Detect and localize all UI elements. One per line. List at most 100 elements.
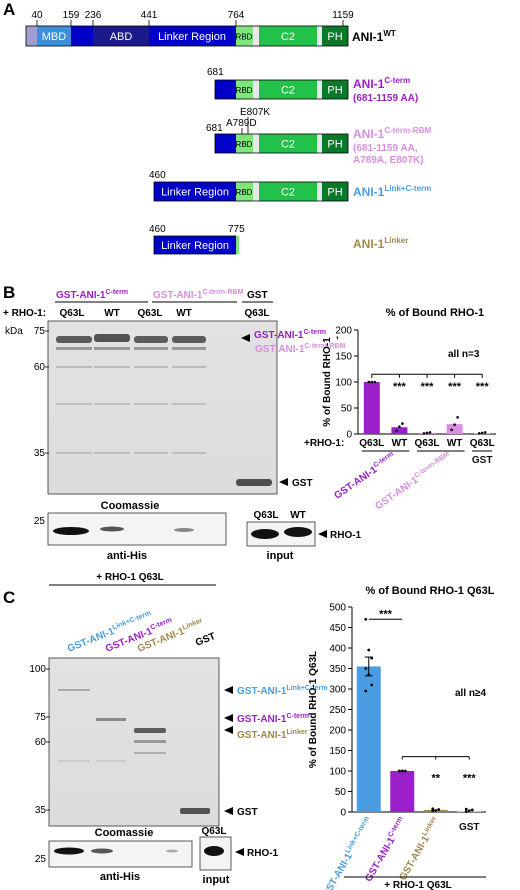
b-coomassie-label: Coomassie (101, 500, 160, 512)
chart1-point (373, 380, 377, 384)
chart1-note: all n=3 (448, 349, 480, 360)
chart2-ytick-label: 50 (335, 787, 347, 798)
c-header: + RHO-1 Q63L (96, 572, 164, 583)
tick-40: 40 (31, 10, 43, 21)
chart2-ytick-label: 400 (329, 644, 346, 655)
b-lane-5: Q63L (244, 308, 269, 319)
chart2-point (464, 810, 468, 813)
rbm-ph: PH (327, 139, 342, 151)
domain-linker: Linker Region (158, 31, 226, 43)
chart2-x-label: GST (459, 822, 480, 833)
c-lane-labels: GST-ANI-1Link+C-term GST-ANI-1C-term GST… (66, 610, 217, 655)
c-input-label: input (203, 874, 230, 886)
chart1-point (398, 425, 401, 429)
b-mw-75: 75 (34, 326, 46, 337)
chart1-point (395, 429, 398, 433)
cterm-c2: C2 (281, 85, 295, 97)
chart2-ytick-label: 150 (329, 746, 346, 757)
construct-rbm-detail2: A789A, E807K) (353, 155, 424, 166)
b-mw-25: 25 (34, 516, 46, 527)
linkc-start: 460 (149, 170, 166, 181)
chart2-point (364, 667, 368, 670)
rbm-mut-a789d: A789D (226, 118, 257, 129)
b-mw-ticks (45, 330, 49, 454)
b-antihis-label: anti-His (107, 550, 147, 562)
chart-bound-rho1-q63l: % of Bound RHO-1 Q63L 0 50 100 150 200 250 300 3… (308, 585, 495, 890)
tick-marks (36, 20, 344, 26)
chart1-significance: *** (476, 381, 490, 393)
construct-link-cterm: 460 Linker Region RBD C2 PH ANI-1Link+C-… (149, 170, 431, 202)
linker-start: 460 (149, 224, 166, 235)
b-kda-label: kDa (5, 326, 23, 337)
chart1-group-label-rbm-name: GST-ANI-1 (373, 475, 420, 513)
chart2-ytick-label: 350 (329, 664, 346, 675)
b-arrow-gst: GST (292, 478, 313, 489)
domain-abd: ABD (110, 31, 133, 43)
c-input-blot (199, 836, 232, 871)
construct-cterm-rbm: E807K A789D 681 RBD C2 PH ANI-1C-term-RB… (206, 107, 431, 166)
c-arrow-gst: GST (237, 807, 258, 818)
linkc-linker: Linker Region (161, 187, 229, 199)
chart2-x-label-sup: Linker (421, 815, 438, 837)
chart1-group-label-gst: GST (472, 455, 493, 466)
rbm-start: 681 (206, 123, 223, 134)
panel-label-a: A (3, 0, 15, 19)
c-rho1-label: RHO-1 (247, 848, 279, 859)
chart1-x-label: Q63L (470, 438, 495, 449)
b-mw-labels: 75 60 35 25 (34, 326, 46, 527)
chart2-x-label-name: GST-ANI-1 (321, 851, 355, 890)
construct-rbm-detail1: (681-1159 AA, (353, 143, 418, 154)
tick-764: 764 (228, 10, 245, 21)
construct-linker: 460 775 Linker Region ANI-1Linker (149, 224, 408, 255)
chart1-significance: *** (393, 381, 407, 393)
chart2-ytick-label: 100 (329, 767, 346, 778)
b-lane-labels: Q63L WT Q63L WT Q63L (59, 308, 269, 319)
chart1-point (456, 416, 459, 419)
construct-rbm-label: ANI-1C-term-RBM (353, 126, 431, 141)
c-mw-60: 60 (35, 737, 47, 748)
b-input-lane-wt: WT (290, 510, 306, 521)
chart1-row-label: +RHO-1: (304, 438, 344, 449)
panel-label-c: C (3, 588, 15, 607)
chart2-point (397, 769, 401, 773)
rbm-c2: C2 (281, 139, 295, 151)
tick-159: 159 (63, 10, 80, 21)
chart2-point (470, 808, 474, 812)
chart2-point (403, 769, 407, 773)
c-mw-25: 25 (35, 854, 47, 865)
chart1-x-label: Q63L (359, 438, 384, 449)
cterm-rbd: RBD (236, 86, 253, 95)
chart2-point (467, 809, 471, 813)
chart1-point (367, 380, 371, 384)
chart2-ytick-label: 0 (340, 808, 346, 819)
chart1-point (453, 423, 456, 426)
chart2-ytick-label: 200 (329, 726, 346, 737)
b-rho1-arrow (318, 530, 327, 538)
c-arrow-linker: GST-ANI-1Linker (237, 729, 308, 741)
b-input-lane-q63l: Q63L (253, 510, 278, 521)
chart2-point (431, 807, 435, 811)
domain-tick-labels: 40 159 236 441 764 1159 (31, 10, 354, 21)
construct-cterm-label: ANI-1C-term (353, 76, 410, 91)
chart1-group-label-cterm-sup: C-term (372, 451, 394, 470)
b-rho1-label: RHO-1 (330, 530, 362, 541)
chart1-point (401, 422, 404, 425)
chart1-group-label-rbm-sup: C-term-RBM (413, 451, 451, 480)
chart2-point (434, 808, 438, 812)
chart1-ytick-label: 50 (341, 404, 353, 415)
b-header-gst: GST (247, 290, 268, 301)
chart1-point (422, 432, 426, 435)
chart1-bar (391, 427, 408, 434)
chart1-ylabel: % of Bound RHO-1 (322, 337, 333, 427)
linker-end: 775 (228, 224, 245, 235)
c-antihis-label: anti-His (100, 871, 140, 883)
chart1-x-label: Q63L (414, 438, 439, 449)
b-antihis-blot (47, 512, 227, 546)
c-arrow-link: GST-ANI-1Link+C-term (237, 685, 328, 697)
b-arrow-cterm: GST-ANI-1C-term (254, 329, 326, 341)
chart1-significance: *** (448, 381, 462, 393)
chart2-xlabel: + RHO-1 Q63L (384, 880, 452, 890)
c-arrows: GST-ANI-1Link+C-term GST-ANI-1C-term GST… (224, 685, 328, 818)
b-arrow-rbm: GST-ANI-1C-term-RBM (255, 343, 345, 355)
chart2-ytick-label: 250 (329, 705, 346, 716)
